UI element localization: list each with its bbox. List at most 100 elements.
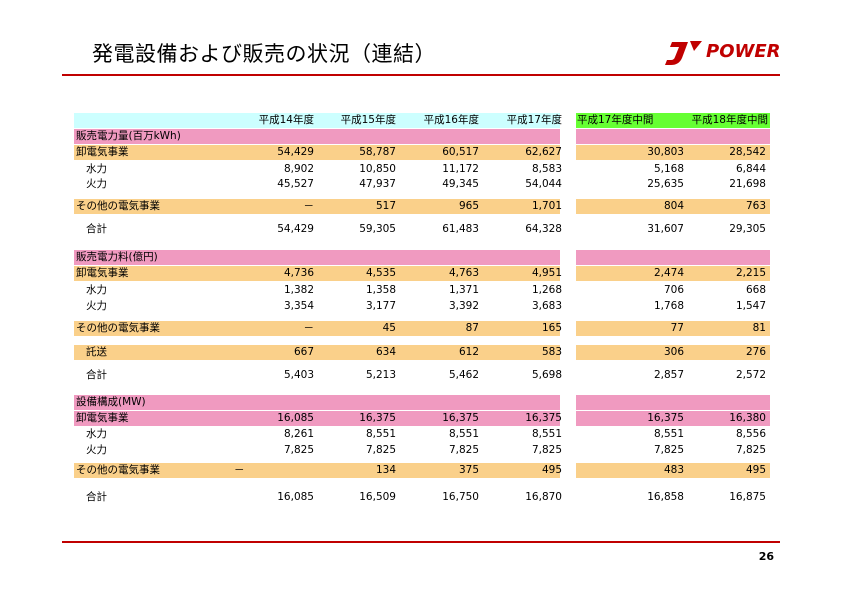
cell-value: 1,268: [531, 284, 562, 296]
cell-value: 16,750: [442, 491, 479, 503]
cell-value: 8,551: [365, 428, 396, 440]
cell-value: 965: [458, 200, 479, 212]
cell-value: 8,551: [531, 428, 562, 440]
cell-value: 54,429: [277, 223, 314, 235]
row-bg: [74, 266, 560, 281]
section-title: 販売電力料(億円): [76, 251, 158, 263]
cell-value: 49,345: [442, 178, 479, 190]
row-label: 合計: [86, 369, 107, 381]
cell-value: 7,825: [735, 444, 766, 456]
table-row: 火力 7,825 7,825 7,825 7,825 7,825 7,825: [74, 443, 770, 458]
row-bg: [576, 321, 770, 336]
header-bg-interim: [576, 113, 770, 128]
cell-value: 16,375: [647, 412, 684, 424]
cell-value: 1,371: [448, 284, 479, 296]
cell-value: 87: [465, 322, 479, 334]
page-title: 発電設備および販売の状況（連結）: [92, 42, 436, 66]
section-title-row: 販売電力料(億円): [74, 250, 770, 265]
table-row-total: 合計 16,085 16,509 16,750 16,870 16,858 16…: [74, 490, 770, 505]
row-label: 水力: [86, 428, 107, 440]
table-row-total: 合計 54,429 59,305 61,483 64,328 31,607 29…: [74, 222, 770, 237]
row-bg: [576, 411, 770, 426]
cell-value: 59,305: [359, 223, 396, 235]
cell-value: 16,870: [525, 491, 562, 503]
row-bg: [576, 129, 770, 144]
cell-value: 30,803: [647, 146, 684, 158]
cell-value: 8,902: [283, 163, 314, 175]
cell-value: 81: [752, 322, 766, 334]
cell-value: 495: [745, 464, 766, 476]
jpower-logo-mark: [665, 41, 702, 65]
table-row: 卸電気事業 16,085 16,375 16,375 16,375 16,375…: [74, 411, 770, 426]
cell-value: 706: [663, 284, 684, 296]
cell-value: 1,382: [283, 284, 314, 296]
cell-value: 54,044: [525, 178, 562, 190]
table-row: その他の電気事業 － 517 965 1,701 804 763: [74, 199, 770, 214]
cell-value: 3,177: [365, 300, 396, 312]
cell-value: 8,551: [653, 428, 684, 440]
cell-value: 45: [382, 322, 396, 334]
section-title-row: 設備構成(MW): [74, 395, 770, 410]
cell-value: 60,517: [442, 146, 479, 158]
cell-value: 165: [541, 322, 562, 334]
column-header: 平成18年度中間: [691, 114, 768, 126]
cell-value: 7,825: [448, 444, 479, 456]
row-label: 卸電気事業: [76, 267, 129, 279]
cell-value: 77: [670, 322, 684, 334]
cell-value: －: [303, 322, 315, 334]
row-bg: [576, 145, 770, 160]
row-label: その他の電気事業: [76, 200, 160, 212]
cell-value: 16,380: [729, 412, 766, 424]
column-header: 平成15年度: [340, 114, 396, 126]
row-label: 火力: [86, 444, 107, 456]
table-row-total: 合計 5,403 5,213 5,462 5,698 2,857 2,572: [74, 368, 770, 383]
cell-value: 16,085: [277, 412, 314, 424]
table-header-row: 平成14年度 平成15年度 平成16年度 平成17年度 平成17年度中間 平成1…: [74, 113, 770, 128]
cell-value: 8,556: [735, 428, 766, 440]
cell-value: 1,358: [365, 284, 396, 296]
cell-value: 3,392: [448, 300, 479, 312]
cell-value: 45,527: [277, 178, 314, 190]
cell-value: 31,607: [647, 223, 684, 235]
cell-value: 763: [745, 200, 766, 212]
row-bg: [576, 266, 770, 281]
row-label: 水力: [86, 284, 107, 296]
section-title: 設備構成(MW): [76, 396, 146, 408]
cell-value: 612: [458, 346, 479, 358]
header-bg: [74, 113, 560, 128]
cell-value: 5,698: [531, 369, 562, 381]
row-label: 卸電気事業: [76, 412, 129, 424]
cell-value: －: [303, 200, 315, 212]
row-label: 託送: [86, 346, 107, 358]
cell-value: 667: [293, 346, 314, 358]
table-row: 火力 3,354 3,177 3,392 3,683 1,768 1,547: [74, 299, 770, 314]
row-bg: [74, 345, 560, 360]
cell-value: 28,542: [729, 146, 766, 158]
row-label: その他の電気事業: [76, 464, 160, 476]
cell-value: 16,375: [442, 412, 479, 424]
cell-value: 5,403: [283, 369, 314, 381]
cell-value: 5,213: [365, 369, 396, 381]
row-bg: [576, 345, 770, 360]
row-bg: [576, 199, 770, 214]
cell-value: 3,683: [531, 300, 562, 312]
cell-value: 61,483: [442, 223, 479, 235]
column-header: 平成17年度: [506, 114, 562, 126]
row-label: 火力: [86, 178, 107, 190]
cell-value: 5,168: [653, 163, 684, 175]
row-bg: [74, 199, 560, 214]
cell-value: 64,328: [525, 223, 562, 235]
row-bg: [576, 395, 770, 410]
table-row: その他の電気事業 － 134 375 495 483 495: [74, 463, 770, 478]
cell-value: 7,825: [531, 444, 562, 456]
row-bg: [74, 321, 560, 336]
cell-value: 2,215: [735, 267, 766, 279]
title-divider: [62, 74, 780, 76]
cell-value: 306: [663, 346, 684, 358]
cell-value: 517: [375, 200, 396, 212]
cell-value: 1,768: [653, 300, 684, 312]
column-header: 平成14年度: [258, 114, 314, 126]
cell-value: 495: [541, 464, 562, 476]
cell-value: 7,825: [653, 444, 684, 456]
row-bg: [74, 145, 560, 160]
